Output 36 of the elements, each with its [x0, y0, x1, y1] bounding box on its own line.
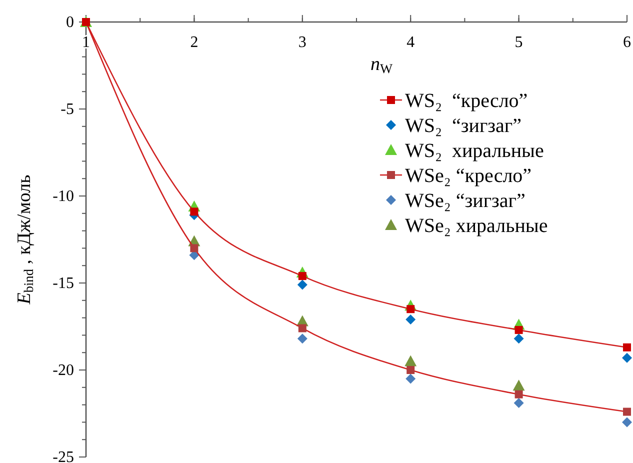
point — [404, 355, 417, 366]
y-tick-label: -15 — [52, 275, 74, 292]
legend-label: WSe₂ “кресло” — [405, 165, 532, 187]
point — [190, 208, 198, 216]
point — [297, 280, 308, 290]
point — [190, 244, 198, 252]
legend-label: WS₂ “кресло” — [405, 90, 528, 112]
x-tick-label: 6 — [623, 34, 631, 51]
point — [406, 374, 416, 384]
legend-label: WS₂ хиральные — [405, 140, 544, 162]
legend-label: WS₂ “зигзаг” — [405, 115, 522, 137]
point — [622, 417, 632, 428]
x-tick-label: 5 — [514, 34, 523, 51]
y-tick-label: 0 — [66, 14, 74, 31]
point — [514, 334, 524, 344]
point — [514, 390, 523, 398]
point — [406, 314, 416, 325]
y-tick-label: -20 — [52, 362, 74, 379]
y-tick-label: -25 — [52, 449, 74, 463]
x-axis-title: n$_{W}$ — [370, 54, 393, 76]
point — [406, 366, 415, 374]
legend-label: WSe₂ хиральные — [405, 215, 548, 237]
legend-label: WSe₂ “зигзаг” — [405, 190, 526, 212]
point — [623, 343, 631, 352]
point — [514, 326, 523, 334]
point — [623, 408, 631, 416]
y-tick-label: -5 — [60, 101, 74, 118]
y-tick-label: -10 — [52, 188, 74, 205]
point — [512, 380, 525, 391]
x-tick-label: 4 — [406, 34, 415, 51]
point — [298, 324, 306, 332]
point — [622, 352, 632, 363]
point — [297, 334, 308, 344]
x-tick-label: 3 — [298, 34, 306, 51]
point — [514, 398, 524, 408]
x-tick-label: 2 — [190, 34, 198, 51]
